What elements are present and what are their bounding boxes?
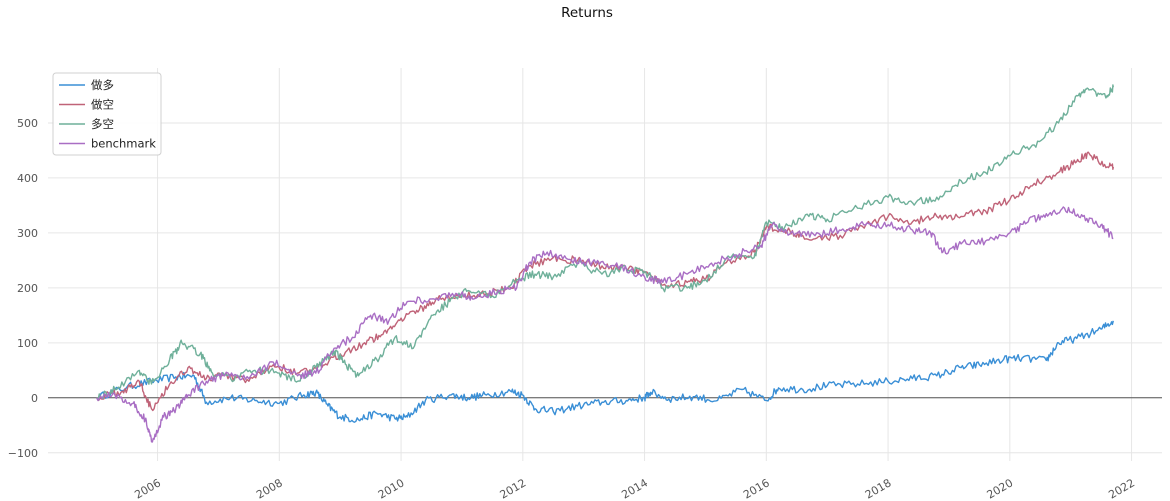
y-tick-label: 100 xyxy=(17,337,38,350)
series-line-2 xyxy=(96,84,1114,401)
x-tick-label: 2020 xyxy=(985,476,1016,501)
series-line-1 xyxy=(96,151,1114,412)
series-line-0 xyxy=(96,320,1114,423)
y-tick-label: 500 xyxy=(17,117,38,130)
x-tick-label: 2006 xyxy=(132,476,163,501)
y-tick-label: 300 xyxy=(17,227,38,240)
x-tick-label: 2016 xyxy=(741,476,772,501)
y-tick-label: 400 xyxy=(17,172,38,185)
series-layer xyxy=(96,84,1114,443)
x-tick-label: 2018 xyxy=(863,476,894,501)
x-tick-label: 2008 xyxy=(254,476,285,501)
series-line-3 xyxy=(96,206,1114,443)
legend-label: 做空 xyxy=(91,98,114,112)
y-tick-label: −100 xyxy=(8,447,38,460)
x-tick-label: 2012 xyxy=(498,476,529,501)
x-tick-label: 2014 xyxy=(619,476,650,501)
y-tick-label: 200 xyxy=(17,282,38,295)
legend-box xyxy=(52,72,162,156)
axis-layer: −100 0 100 200 300 400 500 2006 2008 2010 2012 2014… xyxy=(8,117,1162,501)
legend-label: benchmark xyxy=(91,137,156,151)
y-tick-label: 0 xyxy=(31,392,38,405)
legend-label: 多空 xyxy=(91,117,114,131)
chart-title: Returns xyxy=(561,5,613,21)
legend-label: 做多 xyxy=(91,78,114,92)
x-tick-label: 2022 xyxy=(1106,476,1137,501)
x-tick-label: 2010 xyxy=(376,476,407,501)
grid-layer xyxy=(48,68,1162,461)
